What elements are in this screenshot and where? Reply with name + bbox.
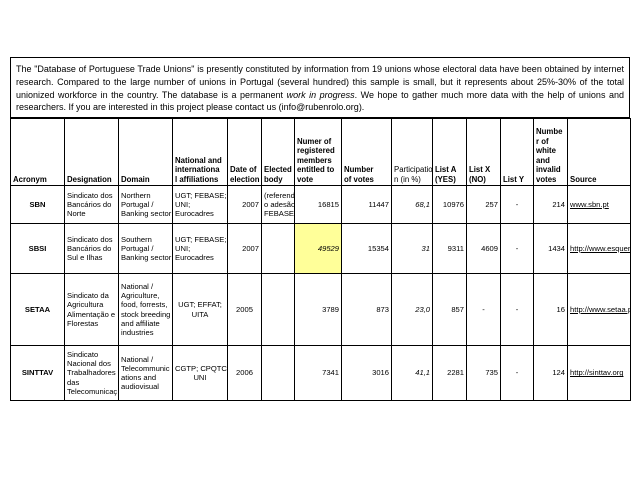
- source-link[interactable]: www.sbn.pt: [570, 199, 609, 209]
- table-header-row: Acronym Designation Domain National and …: [10, 118, 631, 186]
- cell-list-a-yes: 857: [432, 273, 467, 346]
- cell-list-a-yes: 2281: [432, 345, 467, 401]
- unions-table: Acronym Designation Domain National and …: [10, 118, 631, 401]
- cell-list-y: -: [500, 185, 534, 224]
- cell-registered-members-highlighted: 49529: [294, 223, 342, 274]
- source-link[interactable]: http://sinttav.org: [570, 368, 624, 378]
- cell-participation: 41,1: [391, 345, 433, 401]
- cell-registered-members: 3789: [294, 273, 342, 346]
- col-header-participation: Participatio n (in %): [391, 118, 433, 186]
- cell-participation: 23,0: [391, 273, 433, 346]
- cell-elected-body: [261, 223, 295, 274]
- col-header-domain: Domain: [118, 118, 173, 186]
- cell-domain: Northern Portugal / Banking sector: [118, 185, 173, 224]
- cell-source: http://sinttav.org: [567, 345, 631, 401]
- source-link[interactable]: http://www.esquerda.net/index.php?option…: [570, 243, 631, 253]
- cell-affiliations: UGT; EFFAT; UITA: [172, 273, 228, 346]
- cell-white-invalid-votes: 124: [533, 345, 568, 401]
- cell-list-a-yes: 10976: [432, 185, 467, 224]
- col-header-registered-members: Numer of registered members entitled to …: [294, 118, 342, 186]
- cell-participation: 68,1: [391, 185, 433, 224]
- cell-list-x-no: 735: [466, 345, 501, 401]
- table-row-sbn: SBN Sindicato dos Bancários do Norte Nor…: [10, 185, 631, 224]
- cell-list-y: -: [500, 223, 534, 274]
- cell-domain: National / Agriculture, food, forrests, …: [118, 273, 173, 346]
- cell-elected-body: (referend o adesão FEBASE): [261, 185, 295, 224]
- cell-white-invalid-votes: 1434: [533, 223, 568, 274]
- cell-domain: National / Telecommunic ations and audio…: [118, 345, 173, 401]
- table-row-sinttav: SINTTAV Sindicato Nacional dos Trabalhad…: [10, 345, 631, 401]
- cell-date-of-election: 2005: [227, 273, 262, 346]
- intro-text-box: The "Database of Portuguese Trade Unions…: [10, 57, 630, 118]
- col-header-elected-body: Elected body: [261, 118, 295, 186]
- cell-designation: Sindicato dos Bancários do Norte: [64, 185, 119, 224]
- cell-number-of-votes: 3016: [341, 345, 392, 401]
- cell-affiliations: UGT; FEBASE; UNI; Eurocadres: [172, 185, 228, 224]
- cell-date-of-election: 2007: [227, 223, 262, 274]
- cell-acronym: SETAA: [10, 273, 65, 346]
- cell-date-of-election: 2006: [227, 345, 262, 401]
- intro-text-part1: The "Database of Portuguese Trade Unions…: [16, 64, 624, 100]
- cell-acronym: SINTTAV: [10, 345, 65, 401]
- source-link[interactable]: http://www.setaa.pt: [570, 304, 631, 314]
- cell-date-of-election: 2007: [227, 185, 262, 224]
- cell-designation: Sindicato dos Bancários do Sul e Ilhas: [64, 223, 119, 274]
- cell-affiliations: UGT; FEBASE; UNI; Eurocadres: [172, 223, 228, 274]
- cell-number-of-votes: 15354: [341, 223, 392, 274]
- cell-designation: Sindicato da Agricultura Alimentação e F…: [64, 273, 119, 346]
- table-row-sbsi: SBSI Sindicato dos Bancários do Sul e Il…: [10, 223, 631, 274]
- col-header-white-invalid-votes: Numbe r of white and invalid votes: [533, 118, 568, 186]
- cell-designation: Sindicato Nacional dos Trabalhadores das…: [64, 345, 119, 401]
- col-header-source: Source: [567, 118, 631, 186]
- cell-affiliations: CGTP; CPQTC; UNI: [172, 345, 228, 401]
- cell-acronym: SBSI: [10, 223, 65, 274]
- cell-domain: Southern Portugal / Banking sector: [118, 223, 173, 274]
- cell-list-y: -: [500, 345, 534, 401]
- col-header-list-y: List Y: [500, 118, 534, 186]
- cell-white-invalid-votes: 16: [533, 273, 568, 346]
- intro-text-part2: . We hope to gather much more data with …: [16, 89, 624, 113]
- cell-list-x-no: 257: [466, 185, 501, 224]
- cell-list-x-no: 4609: [466, 223, 501, 274]
- cell-white-invalid-votes: 214: [533, 185, 568, 224]
- col-header-number-of-votes: Number of votes: [341, 118, 392, 186]
- cell-source: http://www.esquerda.net/index.php?option…: [567, 223, 631, 274]
- cell-source: http://www.setaa.pt: [567, 273, 631, 346]
- col-header-affiliations: National and internationa l affiliations: [172, 118, 228, 186]
- col-header-designation: Designation: [64, 118, 119, 186]
- cell-registered-members: 7341: [294, 345, 342, 401]
- cell-list-a-yes: 9311: [432, 223, 467, 274]
- col-header-list-a-yes: List A (YES): [432, 118, 467, 186]
- cell-source: www.sbn.pt: [567, 185, 631, 224]
- cell-registered-members: 16815: [294, 185, 342, 224]
- cell-number-of-votes: 11447: [341, 185, 392, 224]
- cell-elected-body: [261, 273, 295, 346]
- table-row-setaa: SETAA Sindicato da Agricultura Alimentaç…: [10, 273, 631, 346]
- intro-text-italic: work in progress: [286, 89, 355, 100]
- cell-participation: 31: [391, 223, 433, 274]
- col-header-list-x-no: List X (NO): [466, 118, 501, 186]
- cell-number-of-votes: 873: [341, 273, 392, 346]
- cell-list-y: -: [500, 273, 534, 346]
- cell-list-x-no: -: [466, 273, 501, 346]
- col-header-acronym: Acronym: [10, 118, 65, 186]
- cell-elected-body: [261, 345, 295, 401]
- col-header-date-of-election: Date of election: [227, 118, 262, 186]
- cell-acronym: SBN: [10, 185, 65, 224]
